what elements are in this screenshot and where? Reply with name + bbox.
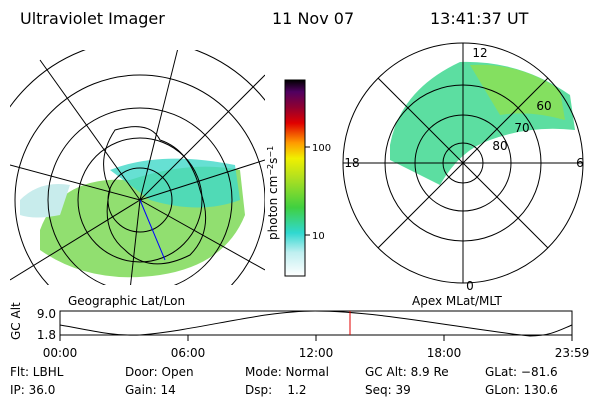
- status-field: GLat: −81.6: [485, 365, 558, 379]
- mlt-label: 6: [576, 156, 584, 170]
- status-field: Dsp: 1.2: [245, 383, 307, 397]
- left-panel-label: Geographic Lat/Lon: [68, 294, 185, 308]
- status-field: Gain: 14: [125, 383, 176, 397]
- altitude-ytick: 1.8: [37, 328, 56, 342]
- title: Ultraviolet Imager: [20, 9, 165, 28]
- status-field: IP: 36.0: [10, 383, 55, 397]
- status-field: Door: Open: [125, 365, 194, 379]
- status-field: Flt: LBHL: [10, 365, 64, 379]
- magnetic-map: [342, 42, 584, 284]
- date: 11 Nov 07: [272, 9, 354, 28]
- geographic-map: [10, 50, 265, 285]
- altitude-xtick: 00:00: [43, 346, 78, 360]
- altitude-xtick: 12:00: [299, 346, 334, 360]
- lat-label: 70: [514, 121, 529, 135]
- altitude-xtick: 23:59: [555, 346, 590, 360]
- lat-label: 60: [536, 99, 551, 113]
- colorbar-tick: 100: [312, 143, 331, 154]
- altitude-curve: [59, 310, 573, 337]
- status-field: Seq: 39: [365, 383, 411, 397]
- colorbar-tick: 10: [312, 231, 325, 242]
- time: 13:41:37 UT: [430, 9, 529, 28]
- mlt-label: 18: [344, 156, 359, 170]
- status-field: GC Alt: 8.9 Re: [365, 365, 449, 379]
- mlt-label: 0: [466, 279, 474, 293]
- altitude-ytick: 9.0: [37, 307, 56, 321]
- altitude-xtick: 18:00: [427, 346, 462, 360]
- altitude-ylabel: GC Alt: [9, 302, 23, 340]
- colorbar-label: photon cm−2s−1: [266, 146, 280, 240]
- right-panel-label: Apex MLat/MLT: [412, 294, 502, 308]
- colorbar: [284, 79, 306, 277]
- status-field: GLon: 130.6: [485, 383, 558, 397]
- status-field: Mode: Normal: [245, 365, 329, 379]
- altitude-xtick: 06:00: [171, 346, 206, 360]
- lat-label: 80: [492, 139, 507, 153]
- mlt-label: 12: [472, 46, 487, 60]
